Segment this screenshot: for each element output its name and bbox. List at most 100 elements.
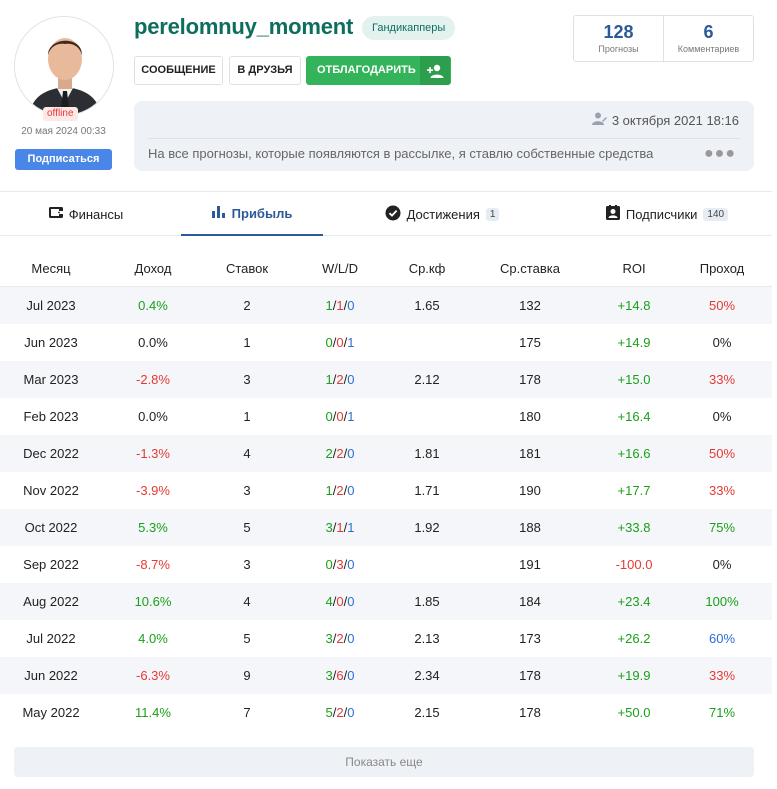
cell-pass-rate: 33% bbox=[708, 372, 736, 387]
cell-bets: 2 bbox=[243, 298, 251, 313]
stat-label: Комментариев bbox=[677, 44, 740, 54]
cell-pass-rate: 50% bbox=[708, 298, 736, 313]
draws-count: 0 bbox=[347, 557, 355, 572]
wins-count: 3 bbox=[325, 631, 333, 646]
cell-wld: 5/2/0 bbox=[290, 705, 390, 720]
cell-wld: 3/2/0 bbox=[290, 631, 390, 646]
profit-table: Месяц Доход Ставок W/L/D Ср.кф Ср.ставка… bbox=[0, 250, 772, 731]
tab-count: 140 bbox=[703, 207, 729, 221]
separator: / bbox=[332, 557, 337, 572]
losses-count: 3 bbox=[336, 557, 344, 572]
draws-count: 0 bbox=[347, 483, 355, 498]
cell-month: Mar 2023 bbox=[23, 372, 79, 387]
separator: / bbox=[343, 446, 348, 461]
cell-avg-odds: 2.15 bbox=[414, 705, 440, 720]
message-button[interactable]: СООБЩЕНИЕ bbox=[134, 56, 223, 85]
subscribe-button[interactable]: Подписаться bbox=[15, 149, 112, 170]
draws-count: 0 bbox=[347, 594, 355, 609]
table-row: Jun 2023 0.0% 1 0/0/1 175 +14.9 0% bbox=[0, 324, 772, 361]
more-dots-icon[interactable]: ●●● bbox=[704, 145, 736, 162]
column-header[interactable]: ROI bbox=[622, 260, 646, 276]
table-row: Jul 2023 0.4% 2 1/1/0 1.65 132 +14.8 50% bbox=[0, 287, 772, 324]
cell-avg-stake: 178 bbox=[519, 668, 541, 683]
show-more-button[interactable]: Показать еще bbox=[14, 747, 754, 777]
cell-roi: +17.7 bbox=[617, 483, 651, 498]
tab-achievements[interactable]: Достижения 1 bbox=[332, 192, 552, 236]
wins-count: 5 bbox=[325, 705, 333, 720]
registration-date-text: 3 октября 2021 18:16 bbox=[611, 112, 739, 128]
separator: / bbox=[343, 631, 348, 646]
cell-roi: +50.0 bbox=[617, 705, 651, 720]
cell-roi: +14.8 bbox=[617, 298, 651, 313]
person-add-icon[interactable] bbox=[420, 56, 450, 85]
avatar[interactable] bbox=[14, 16, 114, 116]
column-header[interactable]: W/L/D bbox=[321, 260, 359, 276]
cell-income: 0.0% bbox=[138, 409, 168, 424]
draws-count: 0 bbox=[347, 705, 355, 720]
tab-subscribers[interactable]: Подписчики 140 bbox=[562, 192, 772, 236]
losses-count: 2 bbox=[336, 483, 344, 498]
cell-bets: 1 bbox=[243, 409, 251, 424]
separator: / bbox=[343, 520, 348, 535]
separator: / bbox=[332, 631, 337, 646]
table-body: Jul 2023 0.4% 2 1/1/0 1.65 132 +14.8 50% Jun 202… bbox=[0, 287, 772, 731]
cell-income: 0.4% bbox=[138, 298, 168, 313]
cell-income: 0.0% bbox=[138, 335, 168, 350]
stat-comments[interactable]: 6 Комментариев bbox=[663, 16, 753, 61]
cell-bets: 4 bbox=[243, 446, 251, 461]
cell-month: Dec 2022 bbox=[23, 446, 79, 461]
cell-bets: 3 bbox=[243, 372, 251, 387]
column-header[interactable]: Ставок bbox=[225, 260, 269, 276]
separator: / bbox=[332, 520, 337, 535]
cell-pass-rate: 0% bbox=[712, 557, 732, 572]
cell-avg-stake: 173 bbox=[519, 631, 541, 646]
cell-month: Oct 2022 bbox=[24, 520, 78, 535]
cell-pass-rate: 0% bbox=[712, 335, 732, 350]
wins-count: 3 bbox=[325, 668, 333, 683]
separator: / bbox=[343, 705, 348, 720]
badge-check-icon bbox=[385, 205, 401, 224]
profile-stats: 128 Прогнозы 6 Комментариев bbox=[573, 15, 754, 62]
cell-pass-rate: 0% bbox=[712, 409, 732, 424]
cell-bets: 4 bbox=[243, 594, 251, 609]
group-badge[interactable]: Гандикапперы bbox=[362, 16, 456, 40]
losses-count: 2 bbox=[336, 631, 344, 646]
cell-roi: +14.9 bbox=[617, 335, 651, 350]
wins-count: 1 bbox=[325, 483, 333, 498]
username[interactable]: perelomnuy_moment bbox=[134, 14, 354, 39]
cell-avg-stake: 178 bbox=[519, 372, 541, 387]
tab-profit[interactable]: Прибыль bbox=[181, 192, 323, 236]
column-header[interactable]: Месяц bbox=[31, 260, 71, 276]
draws-count: 0 bbox=[347, 372, 355, 387]
column-header[interactable]: Ср.кф bbox=[408, 260, 446, 276]
column-header[interactable]: Доход bbox=[134, 260, 172, 276]
cell-pass-rate: 33% bbox=[708, 668, 736, 683]
cell-wld: 1/1/0 bbox=[290, 298, 390, 313]
losses-count: 0 bbox=[336, 409, 344, 424]
table-row: Aug 2022 10.6% 4 4/0/0 1.85 184 +23.4 100% bbox=[0, 583, 772, 620]
cell-avg-odds: 2.12 bbox=[414, 372, 440, 387]
column-header[interactable]: Ср.ставка bbox=[500, 260, 560, 276]
cell-avg-stake: 191 bbox=[519, 557, 541, 572]
wins-count: 3 bbox=[325, 520, 333, 535]
wins-count: 0 bbox=[325, 557, 333, 572]
cell-roi: +26.2 bbox=[617, 631, 651, 646]
cell-wld: 0/3/0 bbox=[290, 557, 390, 572]
draws-count: 0 bbox=[347, 298, 355, 313]
stat-predictions[interactable]: 128 Прогнозы bbox=[574, 16, 663, 61]
avatar-image bbox=[15, 17, 113, 115]
cell-avg-stake: 181 bbox=[519, 446, 541, 461]
cell-avg-odds: 1.65 bbox=[414, 298, 440, 313]
add-friend-button[interactable]: В ДРУЗЬЯ bbox=[229, 56, 301, 85]
wallet-icon bbox=[48, 206, 63, 222]
separator: / bbox=[343, 298, 348, 313]
tab-finances[interactable]: Финансы bbox=[0, 192, 172, 236]
cell-pass-rate: 60% bbox=[708, 631, 736, 646]
separator: / bbox=[332, 409, 337, 424]
stat-value: 128 bbox=[603, 22, 634, 42]
column-header[interactable]: Проход bbox=[699, 260, 745, 276]
thank-button[interactable]: ОТБЛАГОДАРИТЬ bbox=[306, 56, 451, 85]
separator: / bbox=[343, 483, 348, 498]
cell-avg-odds: 2.34 bbox=[414, 668, 440, 683]
separator: / bbox=[332, 446, 337, 461]
